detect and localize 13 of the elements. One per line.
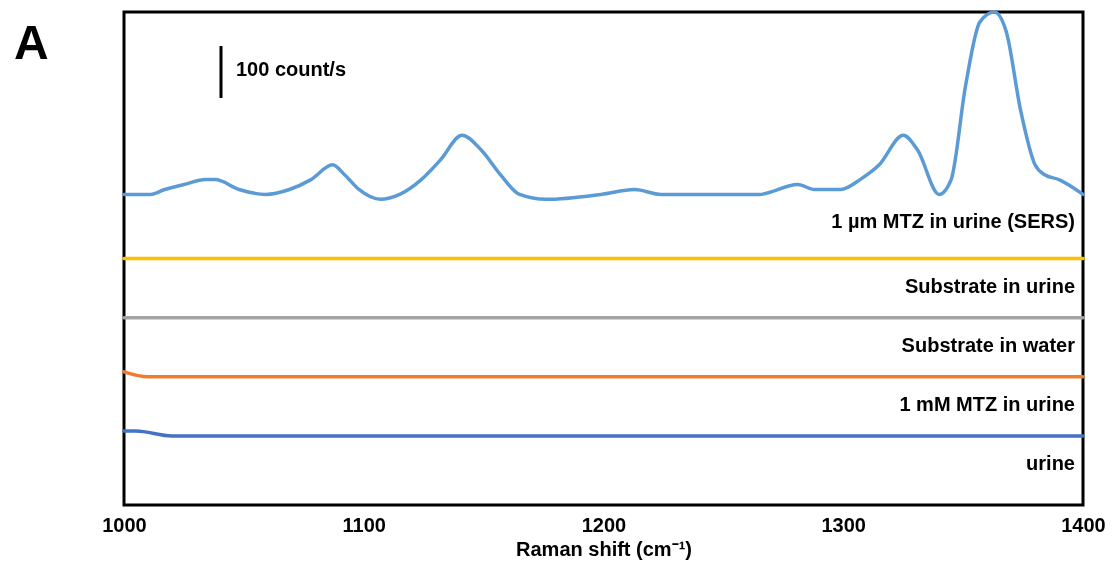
series-label: 1 mM MTZ in urine	[899, 392, 1075, 415]
x-tick-label: 1100	[342, 513, 386, 536]
text: A	[14, 16, 49, 69]
annotation: 100 count/s	[236, 58, 347, 80]
x-tick-label: 1000	[102, 513, 147, 536]
x-tick-label: 1400	[1061, 513, 1106, 536]
x-tick-label: 1200	[581, 513, 627, 536]
x-tick-label: 1300	[821, 513, 866, 536]
series-label: urine	[1026, 451, 1075, 474]
x-axis-title: Raman shift (cm⁻¹)	[516, 537, 692, 560]
series-label: Substrate in urine	[904, 274, 1075, 297]
series-label: Substrate in water	[901, 333, 1076, 356]
series-label: 1 µm MTZ in urine (SERS)	[831, 210, 1075, 233]
